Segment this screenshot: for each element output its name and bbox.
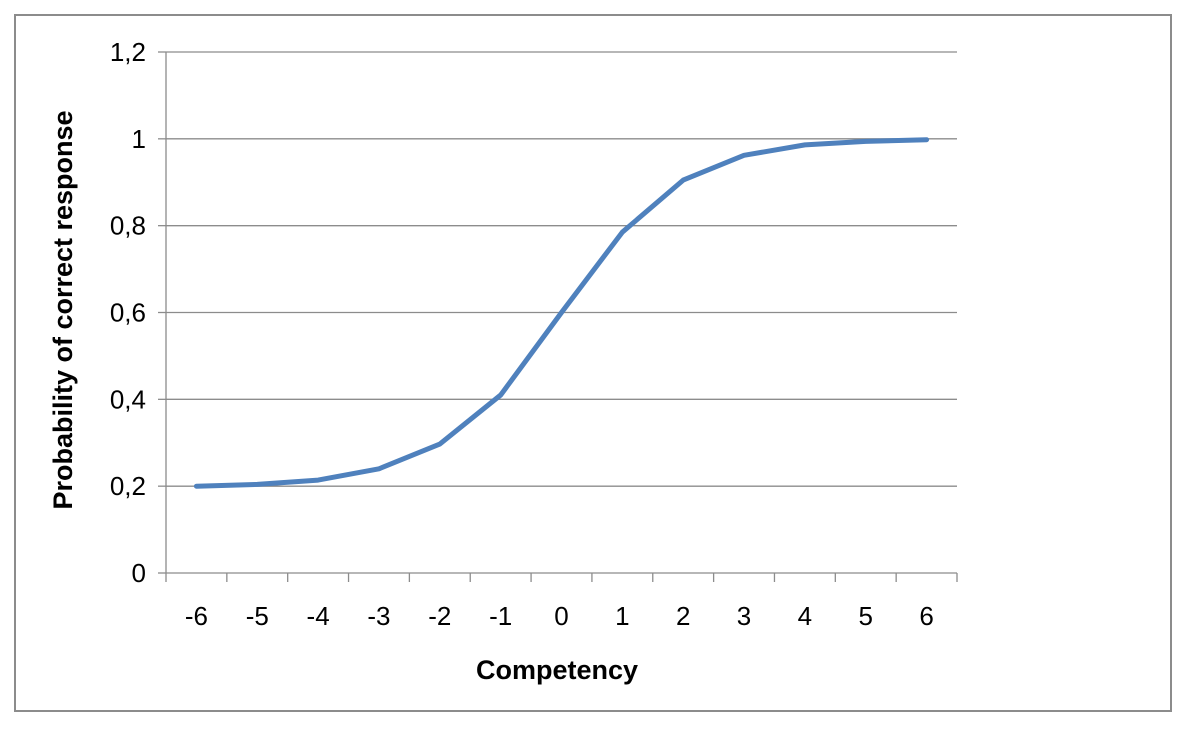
y-tick-labels: 0 0,2 0,4 0,6 0,8 1 1,2 bbox=[110, 37, 146, 588]
x-tick-label: 3 bbox=[737, 601, 751, 631]
x-tick-label: 0 bbox=[554, 601, 568, 631]
x-tick-label: 2 bbox=[676, 601, 690, 631]
chart-frame bbox=[14, 14, 1172, 712]
y-tick-label: 0,8 bbox=[110, 211, 146, 241]
x-axis-title: Competency bbox=[476, 655, 638, 685]
y-tick-label: 0 bbox=[132, 558, 146, 588]
x-tick-label: 4 bbox=[798, 601, 812, 631]
x-tick-label: 1 bbox=[615, 601, 629, 631]
x-tick-label: 6 bbox=[919, 601, 933, 631]
x-tick-label: 5 bbox=[858, 601, 872, 631]
y-tick-label: 0,4 bbox=[110, 384, 146, 414]
y-tick-label: 1,2 bbox=[110, 37, 146, 67]
y-axis-title: Probability of correct response bbox=[48, 110, 78, 509]
series-line bbox=[193, 137, 930, 489]
y-tick-label: 1 bbox=[132, 124, 146, 154]
x-tick-label: -4 bbox=[307, 601, 330, 631]
x-tick-label: -5 bbox=[246, 601, 269, 631]
y-tick-label: 0,2 bbox=[110, 471, 146, 501]
x-tick-label: -1 bbox=[489, 601, 512, 631]
x-tick-label: -3 bbox=[367, 601, 390, 631]
x-tick-labels: -6 -5 -4 -3 -2 -1 0 1 2 3 4 5 6 bbox=[185, 601, 934, 631]
x-tick-label: -2 bbox=[428, 601, 451, 631]
y-tick-label: 0,6 bbox=[110, 298, 146, 328]
gridlines bbox=[166, 51, 957, 487]
series-layer bbox=[193, 137, 930, 489]
x-tick-label: -6 bbox=[185, 601, 208, 631]
axes bbox=[158, 51, 958, 582]
